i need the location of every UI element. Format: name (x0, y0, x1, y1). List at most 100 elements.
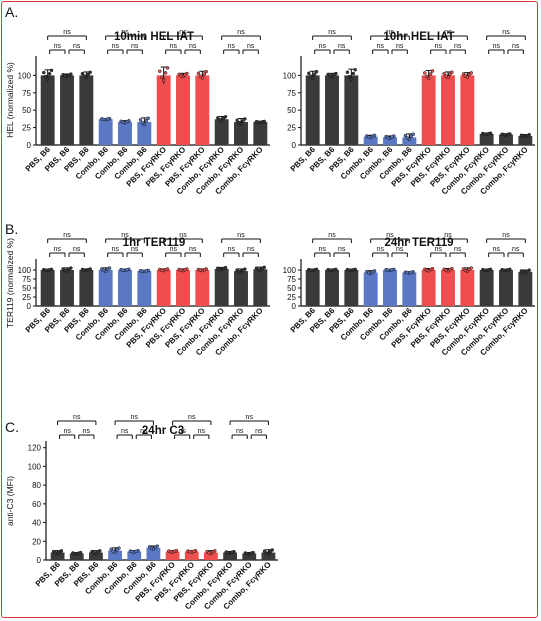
data-point (312, 268, 317, 272)
data-point (467, 267, 472, 272)
data-point (390, 135, 394, 139)
data-point (444, 268, 448, 273)
data-point (101, 117, 106, 122)
data-point (405, 270, 410, 275)
significance-label: ns (319, 43, 327, 50)
significance-label: ns (121, 29, 129, 36)
chart-title: 1hr TER119 (123, 237, 186, 249)
data-point (196, 71, 201, 76)
y-tick-label: 25 (22, 293, 31, 302)
panel-letter-a: A. (5, 4, 18, 20)
data-point (144, 119, 149, 123)
significance-label: ns (228, 43, 236, 50)
data-point (86, 267, 91, 272)
bar (479, 270, 494, 306)
bar (50, 552, 65, 560)
bar (108, 550, 122, 560)
significance-label: ns (319, 246, 327, 253)
data-point (409, 134, 414, 139)
data-point (256, 267, 261, 272)
significance-label: ns (236, 428, 244, 435)
data-point (144, 269, 149, 273)
data-point (105, 267, 110, 272)
data-point (179, 268, 183, 272)
bar (253, 269, 268, 306)
chart-title: 24hr TER119 (384, 237, 453, 249)
bar (127, 551, 142, 560)
data-point (444, 74, 448, 78)
data-point (260, 266, 265, 271)
y-tick-label: 80 (32, 481, 41, 490)
data-point (82, 268, 87, 272)
data-point (486, 131, 491, 136)
data-point (256, 120, 261, 124)
data-point (525, 133, 530, 138)
data-point (207, 551, 211, 555)
bar (40, 75, 55, 145)
y-tick-label: 50 (287, 106, 296, 115)
data-point (411, 132, 415, 136)
data-point (230, 550, 234, 554)
data-point (111, 549, 115, 553)
bar (156, 270, 171, 306)
bar (363, 272, 378, 306)
data-point (502, 268, 506, 272)
data-point (260, 120, 265, 124)
bar (460, 270, 475, 306)
data-point (67, 73, 71, 77)
significance-label: ns (512, 43, 520, 50)
bar (383, 137, 397, 145)
bar (176, 270, 190, 306)
chart-3: 1hr TER119 TER119 (normalized %) 025507510… (5, 232, 270, 357)
data-point (125, 268, 129, 272)
data-point (249, 551, 253, 555)
bar (499, 134, 513, 145)
significance-label: ns (63, 232, 71, 239)
data-point (226, 550, 230, 555)
bar (479, 133, 494, 145)
significance-label: ns (502, 232, 510, 239)
y-tick-label: 0 (27, 302, 32, 311)
data-point (140, 121, 145, 125)
data-point (351, 268, 356, 272)
bar (69, 553, 84, 560)
data-point (163, 71, 168, 75)
y-tick-label: 50 (287, 284, 296, 293)
significance-label: ns (189, 43, 197, 50)
significance-label: ns (131, 414, 139, 421)
significance-label: ns (328, 29, 336, 36)
data-point (183, 73, 187, 77)
bar (98, 119, 113, 145)
bar (223, 552, 237, 560)
data-point (347, 268, 352, 272)
y-axis-label: anti-C3 (MFI) (5, 476, 15, 526)
bar (214, 268, 229, 306)
data-point (386, 135, 390, 140)
y-tick-label: 75 (22, 89, 31, 98)
data-point (428, 267, 433, 272)
data-point (430, 69, 435, 73)
data-point (53, 551, 58, 555)
data-point (80, 71, 85, 76)
significance-label: ns (179, 29, 187, 36)
significance-label: ns (112, 246, 120, 253)
significance-label: ns (338, 246, 346, 253)
bar (518, 135, 533, 145)
bar (344, 270, 359, 306)
bar (234, 122, 248, 145)
significance-label: ns (112, 43, 120, 50)
data-point (428, 72, 433, 76)
data-point (308, 74, 313, 78)
data-point (121, 268, 125, 272)
bar (305, 75, 320, 145)
significance-label: ns (198, 428, 206, 435)
data-point (168, 550, 173, 554)
data-point (121, 120, 125, 125)
data-point (101, 268, 106, 273)
significance-label: ns (121, 428, 129, 435)
data-point (158, 69, 162, 73)
significance-label: ns (247, 246, 255, 253)
data-point (312, 72, 317, 76)
